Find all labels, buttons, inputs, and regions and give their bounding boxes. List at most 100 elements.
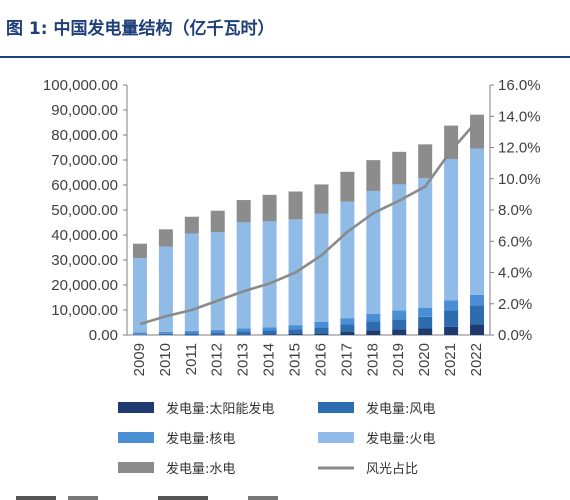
y-left-tick-label: 10,000.00 — [51, 302, 118, 319]
x-tick-label: 2021 — [442, 343, 459, 376]
bar-wind-2017 — [340, 324, 355, 333]
bar-wind-2015 — [288, 329, 303, 335]
bar-solar-2015 — [288, 334, 303, 335]
y-left-tick-label: 100,000.00 — [43, 77, 118, 94]
x-tick-label: 2018 — [364, 343, 381, 376]
y-right-tick-label: 4.0% — [498, 265, 532, 282]
bar-wind-2014 — [262, 330, 277, 335]
x-tick-label: 2016 — [312, 343, 329, 376]
x-tick-label: 2010 — [157, 343, 174, 376]
bar-nuclear-2010 — [158, 331, 173, 334]
legend-label-nuclear: 发电量:核电 — [166, 431, 235, 447]
bar-nuclear-2015 — [288, 325, 303, 330]
y-left-tick-label: 90,000.00 — [51, 102, 118, 119]
bar-hydro-2022 — [470, 114, 485, 149]
bar-solar-2021 — [444, 326, 459, 335]
bar-nuclear-2021 — [444, 300, 459, 311]
bar-hydro-2019 — [392, 151, 407, 185]
bar-thermal-2012 — [210, 232, 225, 330]
bar-wind-2010 — [158, 333, 173, 335]
legend-label-solar: 发电量:太阳能发电 — [166, 401, 274, 417]
y-right-tick-label: 10.0% — [498, 171, 541, 188]
x-tick-label: 2022 — [468, 343, 485, 376]
bar-nuclear-2014 — [262, 327, 277, 331]
bar-wind-2016 — [314, 327, 329, 334]
legend-swatch-wind — [318, 402, 354, 413]
bar-wind-2020 — [418, 316, 433, 329]
bar-nuclear-2020 — [418, 307, 433, 317]
legend-swatch-nuclear — [118, 432, 154, 443]
bar-solar-2016 — [314, 333, 329, 335]
legend-swatch-thermal — [318, 432, 354, 443]
y-right-tick-label: 0.0% — [498, 327, 532, 344]
y-right-tick-label: 2.0% — [498, 296, 532, 313]
bar-nuclear-2009 — [132, 332, 147, 335]
y-left-tick-label: 0.00 — [89, 327, 118, 344]
legend-swatch-hydro — [118, 462, 154, 473]
y-right-tick-label: 14.0% — [498, 108, 541, 125]
bar-hydro-2015 — [288, 191, 303, 220]
y-left-tick-label: 40,000.00 — [51, 227, 118, 244]
y-left-tick-label: 70,000.00 — [51, 152, 118, 169]
ratio-line-layer — [139, 120, 479, 326]
bar-thermal-2022 — [470, 148, 485, 295]
axes: 0.00 10,000.00 20,000.00 30,000.00 40,000.00… — [43, 77, 541, 376]
bar-thermal-2019 — [392, 184, 407, 311]
bar-nuclear-2019 — [392, 310, 407, 320]
bar-hydro-2009 — [132, 243, 147, 258]
bar-hydro-2010 — [158, 229, 173, 247]
bar-nuclear-2011 — [184, 330, 199, 334]
bar-hydro-2014 — [262, 194, 277, 222]
bar-solar-2012 — [210, 334, 225, 336]
y-right-tick-label: 6.0% — [498, 233, 532, 250]
bar-hydro-2021 — [444, 125, 459, 160]
bar-wind-2018 — [366, 321, 381, 331]
bar-solar-2013 — [236, 334, 251, 336]
bar-hydro-2012 — [210, 210, 225, 233]
bar-solar-2017 — [340, 332, 355, 335]
bar-solar-2019 — [392, 329, 407, 335]
x-tick-label: 2011 — [183, 343, 200, 375]
bar-wind-2012 — [210, 332, 225, 335]
ratio-line — [139, 120, 479, 326]
bar-thermal-2009 — [132, 258, 147, 333]
x-tick-label: 2015 — [287, 343, 304, 376]
footer-fragment — [16, 496, 278, 500]
x-tick-label: 2013 — [235, 343, 252, 376]
bar-wind-2009 — [132, 334, 147, 335]
y-right-tick-label: 8.0% — [498, 202, 532, 219]
x-tick-label: 2014 — [261, 343, 278, 376]
legend-label-ratio: 风光占比 — [366, 462, 418, 477]
y-left-tick-label: 80,000.00 — [51, 127, 118, 144]
y-right-tick-label: 12.0% — [498, 140, 541, 157]
x-tick-label: 2017 — [338, 343, 355, 376]
bar-hydro-2016 — [314, 184, 329, 214]
legend-label-hydro: 发电量:水电 — [166, 461, 235, 477]
x-tick-label: 2012 — [209, 343, 226, 376]
bar-thermal-2017 — [340, 201, 355, 319]
bar-nuclear-2013 — [236, 328, 251, 332]
bar-thermal-2011 — [184, 233, 199, 331]
bar-wind-2011 — [184, 333, 199, 335]
bar-solar-2018 — [366, 330, 381, 335]
y-left-tick-label: 50,000.00 — [51, 202, 118, 219]
bar-wind-2021 — [444, 310, 459, 327]
bar-thermal-2010 — [158, 246, 173, 332]
bar-solar-2022 — [470, 324, 485, 335]
bar-thermal-2013 — [236, 222, 251, 329]
bar-thermal-2016 — [314, 213, 329, 322]
bar-wind-2019 — [392, 319, 407, 330]
bar-nuclear-2018 — [366, 314, 381, 322]
bar-wind-2022 — [470, 305, 485, 325]
bar-hydro-2017 — [340, 171, 355, 202]
bar-thermal-2020 — [418, 178, 433, 308]
bar-nuclear-2017 — [340, 318, 355, 325]
y-right-tick-label: 16.0% — [498, 77, 541, 94]
bar-thermal-2014 — [262, 221, 277, 328]
bar-nuclear-2022 — [470, 294, 485, 306]
bar-hydro-2020 — [418, 144, 433, 179]
title-divider — [0, 56, 570, 58]
y-left-tick-label: 30,000.00 — [51, 252, 118, 269]
